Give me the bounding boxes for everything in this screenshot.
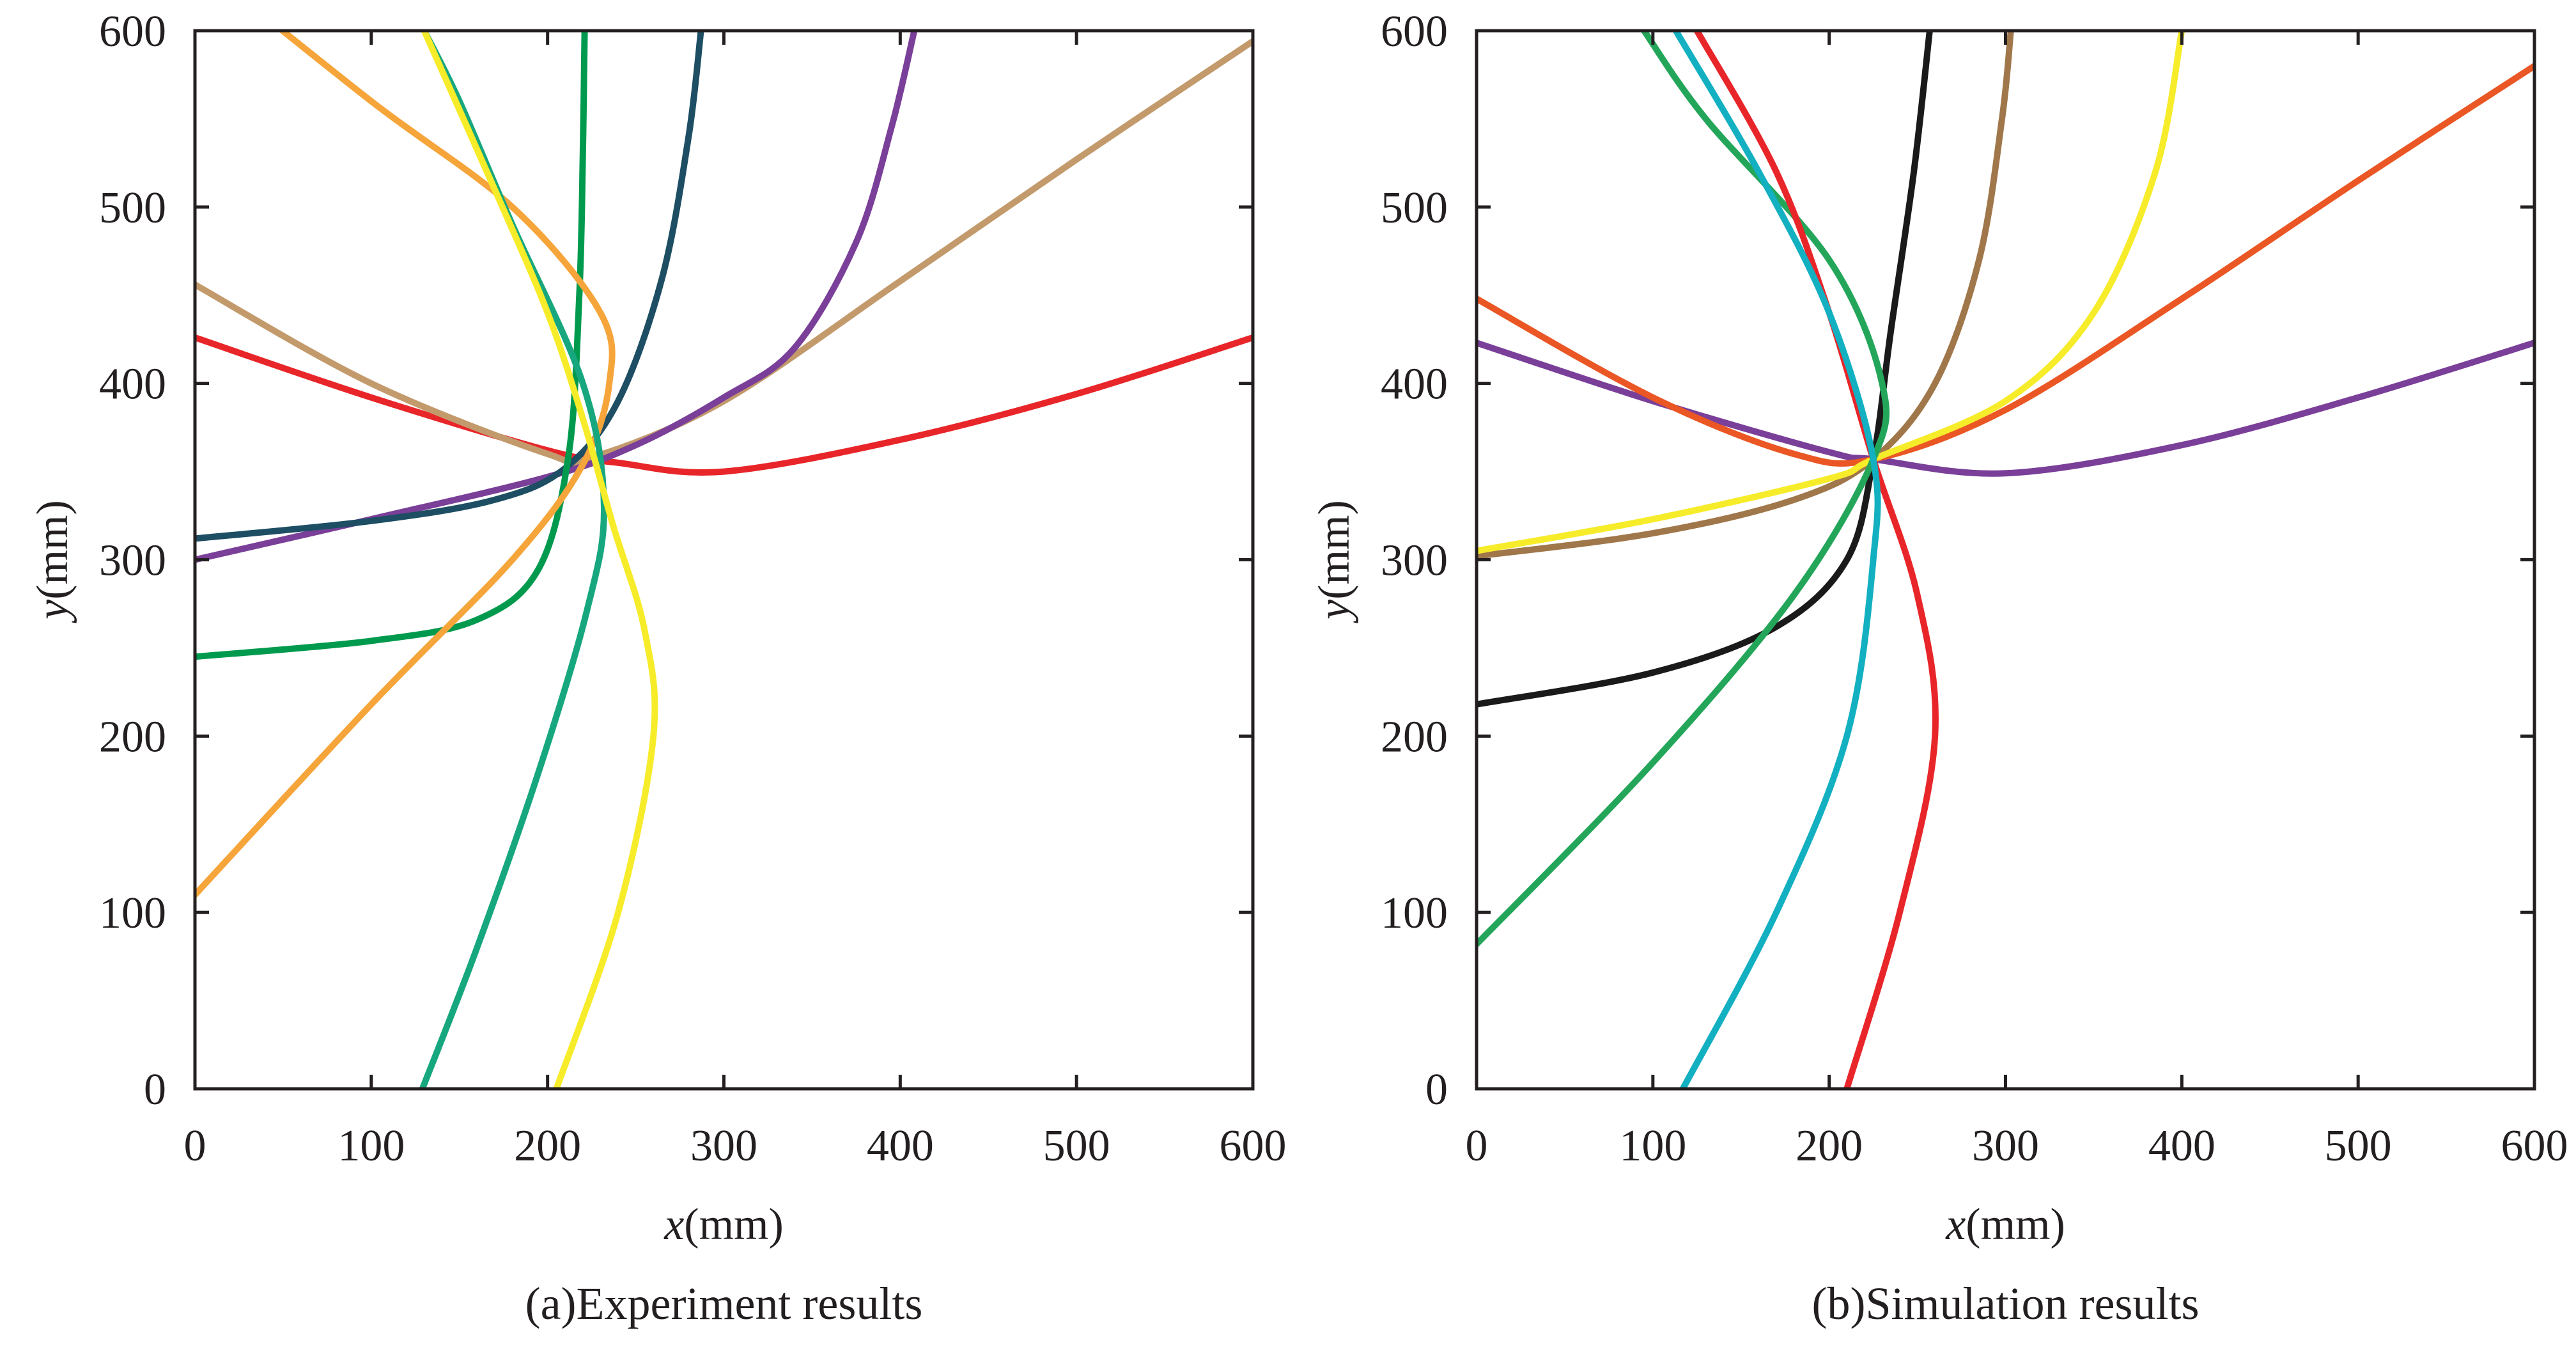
series-layer [195,31,1253,1089]
x-tick-label: 600 [1220,1121,1287,1171]
y-tick-label: 300 [99,536,166,586]
x-axis-var: x [1945,1200,1966,1249]
series-green-line [195,31,588,660]
x-axis-unit: (mm) [684,1200,784,1249]
y-tick-label: 300 [1381,536,1448,586]
y-axis-var: y [28,599,77,623]
x-tick-label: 600 [2501,1121,2568,1171]
panel-caption: (a)Experiment results [525,1278,923,1329]
x-tick-label: 100 [1619,1121,1686,1171]
series-cyan-line [1672,31,1881,1089]
x-axis-var: x [663,1200,684,1249]
x-tick-label: 0 [1466,1121,1488,1171]
x-axis-label: x(mm) [663,1200,784,1249]
y-tick-label: 600 [1381,7,1448,56]
y-tick-label: 500 [1381,183,1448,233]
y-axis-unit: (mm) [28,500,77,600]
x-tick-label: 400 [867,1121,934,1171]
series-red-line [1693,31,1939,1089]
x-tick-label: 500 [1043,1121,1110,1171]
series-black-line [1477,31,1933,708]
y-tick-label: 400 [1381,360,1448,409]
series-yellow-line [1477,31,2185,554]
x-axis-label: x(mm) [1945,1200,2065,1249]
y-axis-unit: (mm) [1310,500,1359,600]
x-axis-unit: (mm) [1966,1200,2065,1249]
panel-simulation: 0 100 200 300 400 500 600 0 100 200 300 400 500 600 x… [1310,7,2568,1329]
panel-caption: (b)Simulation results [1812,1278,2200,1329]
series-green-line [1477,31,1890,947]
x-tick-label: 200 [514,1121,581,1171]
y-axis-label: y(mm) [1310,500,1359,623]
series-red-line [195,334,1253,476]
y-tick-label: 400 [99,360,166,409]
y-axis-var: y [1310,599,1359,623]
y-tick-label: 0 [1425,1065,1448,1114]
x-tick-label: 100 [338,1121,405,1171]
ticks-layer: 0 100 200 300 400 500 600 0 100 200 300 400 500 600 [1381,7,2568,1171]
y-tick-label: 0 [144,1065,166,1114]
ticks-layer: 0 100 200 300 400 500 600 0 100 200 300 400 500 600 [99,7,1287,1171]
y-tick-label: 200 [1381,712,1448,761]
x-tick-label: 300 [690,1121,757,1171]
series-brown-line [1477,31,2014,559]
y-tick-label: 100 [99,889,166,938]
x-tick-label: 0 [184,1121,206,1171]
y-tick-label: 100 [1381,889,1448,938]
y-axis-label: y(mm) [28,500,77,623]
series-purple-line [195,31,918,563]
y-tick-label: 200 [99,712,166,761]
series-layer [1477,31,2534,1089]
panel-experiment: 0 100 200 300 400 500 600 0 100 200 300 400 500 600 x… [28,7,1287,1329]
x-tick-label: 200 [1796,1121,1863,1171]
series-yellow-line [421,31,658,1089]
y-tick-label: 500 [99,183,166,233]
x-tick-label: 400 [2148,1121,2215,1171]
x-tick-label: 300 [1972,1121,2039,1171]
x-tick-label: 500 [2325,1121,2392,1171]
y-tick-label: 600 [99,7,166,56]
series-orange-line [195,31,616,898]
series-orange-red-line [1477,63,2534,467]
